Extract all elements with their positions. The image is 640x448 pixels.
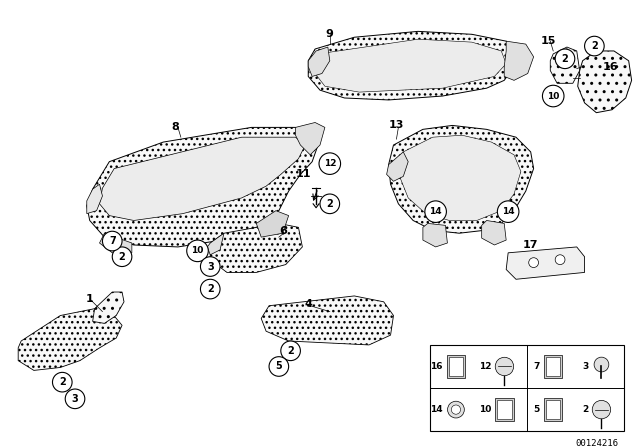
Polygon shape xyxy=(308,47,330,77)
Circle shape xyxy=(495,357,514,376)
Text: 12: 12 xyxy=(324,159,336,168)
Text: 5: 5 xyxy=(275,362,282,371)
Circle shape xyxy=(497,201,519,223)
Text: 9: 9 xyxy=(326,29,333,39)
Text: 6: 6 xyxy=(279,226,287,236)
Text: 2: 2 xyxy=(207,284,214,294)
Text: 2: 2 xyxy=(326,199,333,209)
FancyBboxPatch shape xyxy=(544,398,562,422)
Text: 2: 2 xyxy=(287,346,294,356)
Text: 15: 15 xyxy=(541,36,556,46)
Text: 2: 2 xyxy=(582,405,588,414)
Text: 8: 8 xyxy=(171,122,179,133)
Text: 5: 5 xyxy=(534,405,540,414)
Circle shape xyxy=(269,357,289,376)
Text: 3: 3 xyxy=(207,262,214,271)
Polygon shape xyxy=(211,224,302,272)
Circle shape xyxy=(112,247,132,267)
Circle shape xyxy=(447,401,465,418)
Circle shape xyxy=(555,49,575,69)
Circle shape xyxy=(594,357,609,372)
FancyBboxPatch shape xyxy=(497,400,512,419)
Text: 11: 11 xyxy=(296,169,311,180)
Polygon shape xyxy=(387,152,408,181)
Polygon shape xyxy=(388,125,534,233)
Text: 14: 14 xyxy=(430,405,443,414)
Text: 00124216: 00124216 xyxy=(576,439,619,448)
Polygon shape xyxy=(401,135,521,220)
Circle shape xyxy=(529,258,538,267)
FancyBboxPatch shape xyxy=(447,355,465,379)
Polygon shape xyxy=(87,184,102,214)
Text: 3: 3 xyxy=(582,362,588,371)
Text: 7: 7 xyxy=(534,362,540,371)
FancyBboxPatch shape xyxy=(429,345,624,431)
FancyBboxPatch shape xyxy=(495,398,514,422)
Circle shape xyxy=(187,240,208,262)
Text: 14: 14 xyxy=(429,207,442,216)
Text: 2: 2 xyxy=(591,41,598,51)
Circle shape xyxy=(52,372,72,392)
FancyBboxPatch shape xyxy=(544,355,562,379)
Polygon shape xyxy=(87,127,318,247)
Polygon shape xyxy=(261,296,394,345)
FancyBboxPatch shape xyxy=(546,357,560,376)
Circle shape xyxy=(451,405,461,414)
Polygon shape xyxy=(578,51,632,113)
Polygon shape xyxy=(423,224,447,247)
Polygon shape xyxy=(100,233,132,253)
Text: 16: 16 xyxy=(430,362,443,371)
FancyBboxPatch shape xyxy=(449,357,463,376)
Circle shape xyxy=(584,36,604,56)
Polygon shape xyxy=(506,247,584,279)
Text: 10: 10 xyxy=(191,246,204,255)
Text: 2: 2 xyxy=(118,252,125,262)
FancyBboxPatch shape xyxy=(546,400,560,419)
Text: 2: 2 xyxy=(562,54,568,64)
Circle shape xyxy=(281,341,300,361)
Polygon shape xyxy=(482,220,506,245)
Polygon shape xyxy=(504,41,534,80)
Text: 10: 10 xyxy=(479,405,492,414)
Text: 2: 2 xyxy=(59,377,66,387)
Text: 16: 16 xyxy=(602,62,618,72)
Text: 10: 10 xyxy=(547,91,559,100)
Circle shape xyxy=(200,279,220,299)
Circle shape xyxy=(425,201,447,223)
Text: 3: 3 xyxy=(72,394,78,404)
Polygon shape xyxy=(308,31,516,100)
Polygon shape xyxy=(256,211,289,237)
Circle shape xyxy=(200,257,220,276)
Polygon shape xyxy=(207,233,224,255)
Circle shape xyxy=(543,85,564,107)
Polygon shape xyxy=(296,122,325,155)
Text: 7: 7 xyxy=(109,236,116,246)
Polygon shape xyxy=(18,309,122,370)
Text: 12: 12 xyxy=(479,362,492,371)
Text: 14: 14 xyxy=(502,207,515,216)
Polygon shape xyxy=(93,292,124,323)
Circle shape xyxy=(65,389,85,409)
Polygon shape xyxy=(315,39,506,92)
Polygon shape xyxy=(550,47,580,83)
Text: 17: 17 xyxy=(523,240,538,250)
Circle shape xyxy=(555,255,565,265)
Circle shape xyxy=(592,401,611,419)
Circle shape xyxy=(102,231,122,251)
Circle shape xyxy=(320,194,340,214)
Circle shape xyxy=(319,153,340,174)
Text: 1: 1 xyxy=(86,294,93,304)
Text: 4: 4 xyxy=(304,299,312,309)
Text: 13: 13 xyxy=(388,121,404,130)
Polygon shape xyxy=(100,137,305,220)
